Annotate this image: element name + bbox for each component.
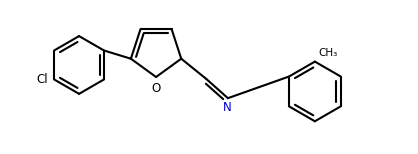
Text: O: O [151, 82, 161, 95]
Text: Cl: Cl [37, 73, 48, 86]
Text: CH₃: CH₃ [319, 48, 338, 58]
Text: N: N [222, 101, 231, 114]
